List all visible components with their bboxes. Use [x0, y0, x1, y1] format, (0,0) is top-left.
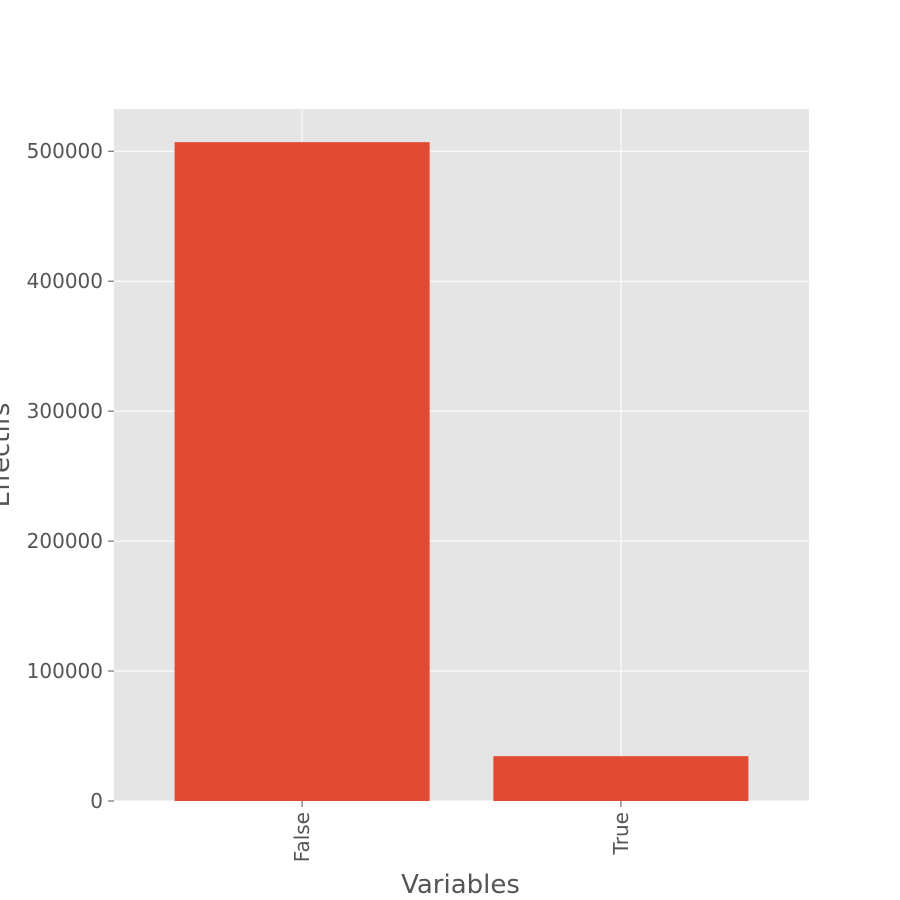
y-tick-label: 300000 [27, 399, 103, 423]
bar-true [493, 756, 749, 801]
y-tick-label: 0 [90, 789, 103, 813]
y-tick-label: 100000 [27, 659, 103, 683]
bar-false [174, 142, 430, 801]
x-tick-label: False [290, 812, 314, 862]
y-axis-label: Effectifs [0, 403, 16, 508]
y-tick-label: 500000 [27, 139, 103, 163]
bars [174, 142, 749, 801]
y-tick-label: 200000 [27, 529, 103, 553]
y-axis-ticks: 0 100000 200000 300000 400000 500000 [27, 139, 114, 813]
y-tick-label: 400000 [27, 269, 103, 293]
x-tick-label: True [609, 812, 633, 855]
x-axis-label: Variables [401, 870, 520, 900]
x-axis-ticks: False True [290, 801, 633, 862]
